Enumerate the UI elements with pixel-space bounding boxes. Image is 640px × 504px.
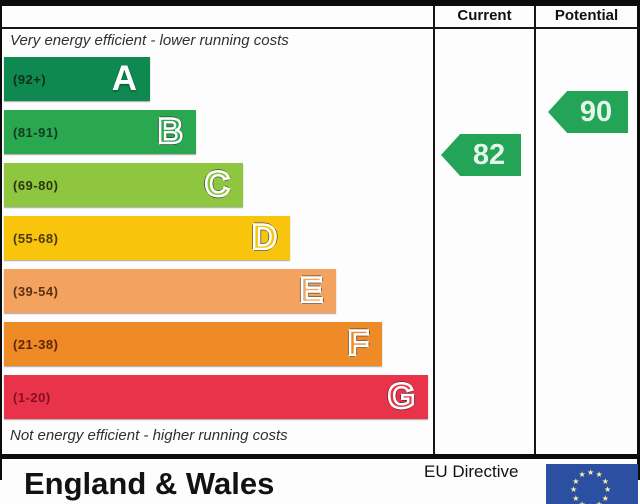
band-range-label: (39-54) xyxy=(13,283,59,299)
eu-flag-star: ★ xyxy=(570,485,578,494)
eu-flag-star: ★ xyxy=(601,476,609,486)
top-border-bar xyxy=(0,0,640,6)
band-range-label: (21-38) xyxy=(13,336,59,352)
column-divider-potential xyxy=(534,6,536,454)
current-rating-value: 82 xyxy=(472,138,506,171)
potential-rating-value: 90 xyxy=(579,95,613,128)
bands: (92+) A (81-91) B (69-80) C (55-68) D (39-54) E (2… xyxy=(4,57,432,428)
band-letter: B xyxy=(156,111,184,153)
band-e: (39-54) E xyxy=(4,269,336,313)
band-range-label: (92+) xyxy=(13,71,47,87)
column-divider-current xyxy=(433,6,435,454)
table-border-left xyxy=(0,0,2,480)
eu-directive-label: EU Directive xyxy=(424,462,519,481)
current-column-header: Current xyxy=(457,7,512,24)
band-d: (55-68) D xyxy=(4,216,290,260)
eu-flag-star: ★ xyxy=(595,470,603,480)
band-g: (1-20) G xyxy=(4,375,428,419)
band-letter: F xyxy=(346,323,370,365)
potential-rating-arrow: 90 xyxy=(548,91,628,133)
chart-bottom-border xyxy=(0,454,640,459)
region-label: England & Wales xyxy=(24,466,275,501)
eu-flag-star: ★ xyxy=(601,493,609,503)
potential-column-header: Potential xyxy=(554,7,619,24)
caption-not-efficient: Not energy efficient - higher running co… xyxy=(10,427,288,444)
band-letter: A xyxy=(111,59,137,98)
band-range-label: (1-20) xyxy=(13,389,51,405)
eu-flag-star: ★ xyxy=(578,470,586,480)
eu-flag-star: ★ xyxy=(587,468,595,477)
band-letter: G xyxy=(387,376,417,418)
band-b: (81-91) B xyxy=(4,110,196,154)
header-underline xyxy=(0,27,640,29)
band-range-label: (55-68) xyxy=(13,230,59,246)
band-range-label: (81-91) xyxy=(13,124,59,140)
band-letter: E xyxy=(298,270,324,312)
band-letter: D xyxy=(250,217,278,259)
eu-flag-star: ★ xyxy=(572,493,580,503)
band-range-label: (69-80) xyxy=(13,177,59,193)
caption-very-efficient: Very energy efficient - lower running co… xyxy=(10,32,289,49)
band-f: (21-38) F xyxy=(4,322,382,366)
table-border-right xyxy=(637,0,640,480)
current-rating-arrow: 82 xyxy=(441,134,521,176)
band-a: (92+) A xyxy=(4,57,150,101)
band-c: (69-80) C xyxy=(4,163,243,207)
eu-flag-icon: ★★★★★★★★★★★★ xyxy=(546,464,638,504)
eu-flag-star: ★ xyxy=(604,485,612,494)
band-letter: C xyxy=(203,164,231,206)
